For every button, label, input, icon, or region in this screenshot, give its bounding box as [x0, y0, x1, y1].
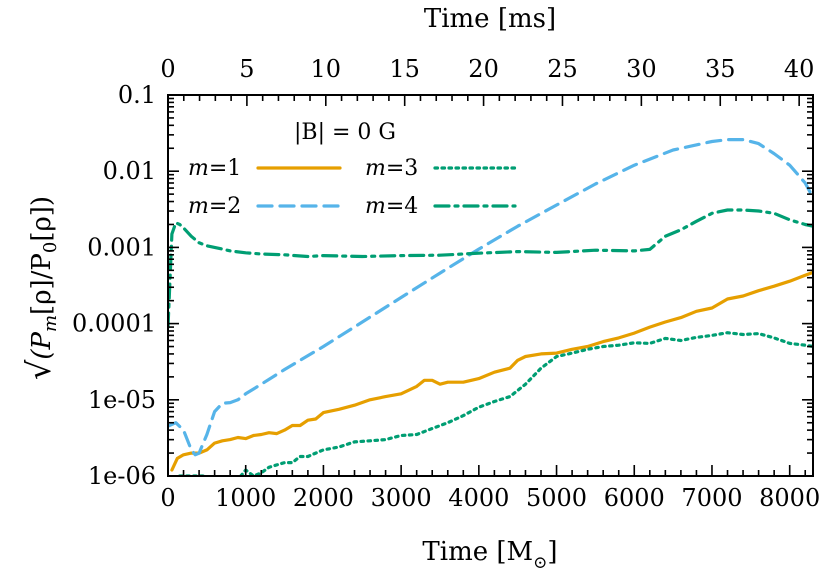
x-tick-label: 8000 — [759, 484, 820, 512]
series-line-m-2 — [168, 138, 813, 457]
x-top-tick-label: 0 — [160, 55, 175, 83]
x-tick-label: 7000 — [681, 484, 742, 512]
x-top-tick-label: 25 — [547, 55, 578, 83]
y-tick-label: 1e-06 — [88, 462, 156, 490]
x-tick-label: 4000 — [448, 484, 509, 512]
x-axis-title: Time [M⊙] — [422, 537, 557, 573]
x-tick-label: 1000 — [215, 484, 276, 512]
field-annotation: |B| = 0 G — [294, 120, 396, 145]
x-tick-label: 2000 — [293, 484, 354, 512]
x-top-tick-label: 20 — [468, 55, 499, 83]
tick-layer — [167, 94, 813, 477]
x-top-tick-label: 40 — [784, 55, 815, 83]
x-top-tick-label: 35 — [705, 55, 736, 83]
x-top-tick-label: 10 — [311, 55, 342, 83]
series-line-m-4 — [168, 208, 813, 329]
tick-label-layer: 0 1000 2000 3000 4000 5000 6000 7000 8000 0 5 10 15 2… — [72, 55, 820, 512]
series-line-m-3 — [178, 331, 813, 476]
x-tick-label: 0 — [160, 484, 175, 512]
y-tick-label: 0.01 — [103, 157, 156, 185]
y-tick-label: 1e-05 — [88, 386, 156, 414]
y-tick-label: 0.001 — [87, 233, 156, 261]
x-top-tick-label: 15 — [389, 55, 420, 83]
x-tick-label: 3000 — [371, 484, 432, 512]
y-axis-title: √(Pm[ρ]/P0[ρ]) — [20, 196, 61, 380]
legend-label-m-1: m=1 — [188, 156, 241, 181]
x-tick-label: 6000 — [604, 484, 665, 512]
legend-label-m-4: m=4 — [365, 194, 418, 219]
x-top-tick-label: 30 — [626, 55, 657, 83]
series-line-m-1 — [170, 270, 813, 472]
legend-label-m-3: m=3 — [365, 156, 418, 181]
y-tick-label: 0.0001 — [72, 310, 156, 338]
plot-frame — [167, 94, 814, 477]
legend: m=1 m=2 m=3 m=4 — [188, 156, 517, 219]
legend-label-m-2: m=2 — [188, 194, 241, 219]
x-axis-title-subscript: ⊙ — [533, 553, 547, 573]
y-tick-label: 0.1 — [118, 81, 156, 109]
x-tick-label: 5000 — [526, 484, 587, 512]
x-top-tick-label: 5 — [239, 55, 254, 83]
series-layer — [168, 138, 813, 476]
x-axis-top-title: Time [ms] — [424, 4, 556, 34]
